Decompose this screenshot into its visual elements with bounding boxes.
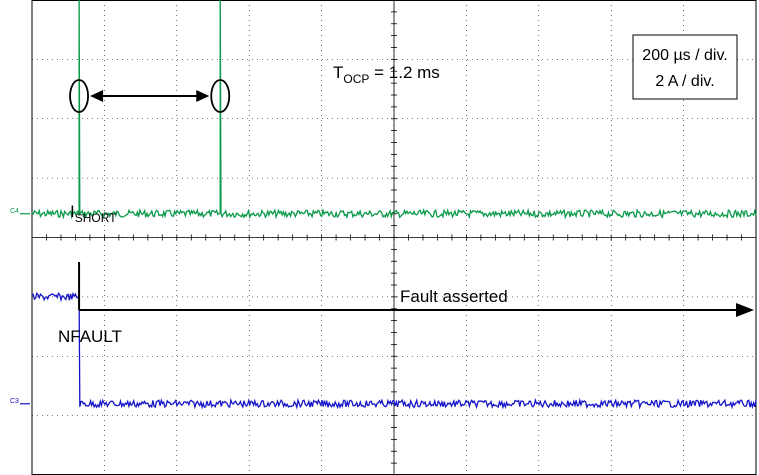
ishort-label-main: I	[70, 202, 75, 221]
ishort-label-sub: SHORT	[75, 211, 117, 225]
tocp-label-main: T	[333, 63, 343, 82]
fault-arrowhead	[736, 303, 754, 317]
tocp-end-ellipse	[210, 79, 231, 113]
tocp-label-sub: OCP	[343, 72, 369, 86]
ishort-label: ISHORT	[70, 202, 117, 225]
tocp-start-ellipse	[69, 79, 89, 113]
nfault-label: NFAULT	[58, 327, 122, 346]
marker-label-c3: C3	[10, 398, 19, 405]
tocp-arrowhead-left	[90, 90, 104, 102]
fault-asserted-label: Fault asserted	[400, 287, 508, 306]
marker-label-c4: C4	[10, 208, 19, 215]
tocp-label: TOCP = 1.2 ms	[333, 63, 440, 86]
tocp-arrowhead-right	[196, 90, 210, 102]
trace-nfault	[31, 291, 757, 410]
tocp-label-value: = 1.2 ms	[369, 63, 439, 82]
scale-box	[632, 34, 738, 100]
annotations	[69, 79, 754, 317]
vscale-label: 2 A / div.	[655, 73, 714, 90]
timebase-label: 200 µs / div.	[642, 47, 727, 64]
trace-i-short	[31, 0, 757, 220]
traces	[31, 0, 757, 410]
channel-markers: C4 C3	[10, 208, 30, 405]
